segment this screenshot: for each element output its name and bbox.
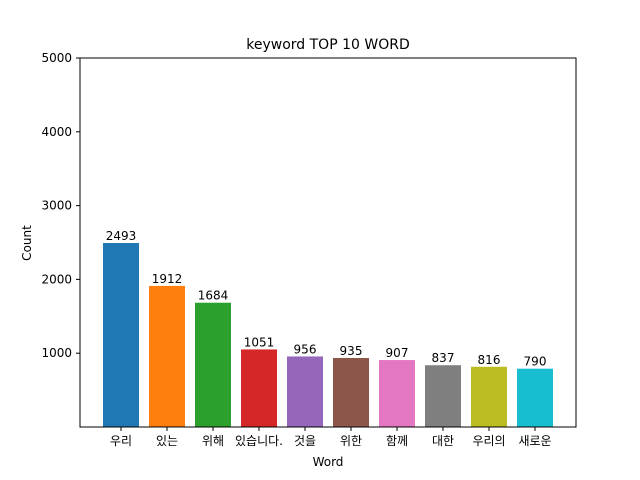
y-tick-label-4: 4000 [41, 125, 72, 139]
x-tick-label-5: 것을 [294, 434, 316, 448]
x-tick-label-10: 새로운 [518, 434, 551, 448]
data-label-1: 2493 [106, 229, 137, 243]
x-tick-label-2: 있는 [156, 434, 178, 448]
x-tick-label-1: 우리 [110, 434, 132, 448]
data-label-9: 816 [478, 353, 501, 367]
data-label-8: 837 [432, 351, 455, 365]
data-label-2: 1912 [152, 272, 183, 286]
plot-area-frame [79, 57, 577, 428]
x-axis-label: Word [313, 455, 344, 469]
x-axis: 우리 있는 위해 있습니다. 것을 위한 함께 대한 우리의 새로운 [110, 427, 552, 448]
x-tick-label-7: 함께 [386, 434, 408, 448]
bar-5 [287, 356, 323, 427]
data-label-5: 956 [294, 342, 317, 356]
bar-9 [471, 366, 507, 427]
y-tick-label-2: 2000 [41, 272, 72, 286]
data-label-7: 907 [386, 346, 409, 360]
x-tick-label-9: 우리의 [472, 434, 505, 448]
chart-title: keyword TOP 10 WORD [246, 37, 409, 53]
bar-1 [103, 243, 139, 427]
y-tick-label-5: 5000 [41, 51, 72, 65]
data-label-3: 1684 [198, 289, 229, 303]
data-label-4: 1051 [244, 335, 275, 349]
bar-2 [149, 285, 185, 427]
y-axis: 1000 2000 3000 4000 5000 [41, 51, 80, 360]
bar-4 [241, 349, 277, 427]
bars-group [103, 243, 553, 427]
bar-3 [195, 302, 231, 427]
bar-8 [425, 365, 461, 427]
x-tick-label-3: 위해 [202, 434, 224, 448]
y-tick-label-1: 1000 [41, 346, 72, 360]
y-axis-label: Count [20, 225, 34, 261]
x-tick-label-8: 대한 [432, 434, 454, 448]
bar-10 [517, 368, 553, 427]
data-labels-group: 2493 1912 1684 1051 956 935 907 837 816 790 [106, 229, 547, 369]
data-label-6: 935 [340, 344, 363, 358]
bar-6 [333, 357, 369, 427]
bar-7 [379, 360, 415, 427]
x-tick-label-6: 위한 [340, 434, 362, 448]
x-tick-label-4: 있습니다. [235, 434, 283, 448]
data-label-10: 790 [524, 355, 547, 369]
y-tick-label-3: 3000 [41, 199, 72, 213]
